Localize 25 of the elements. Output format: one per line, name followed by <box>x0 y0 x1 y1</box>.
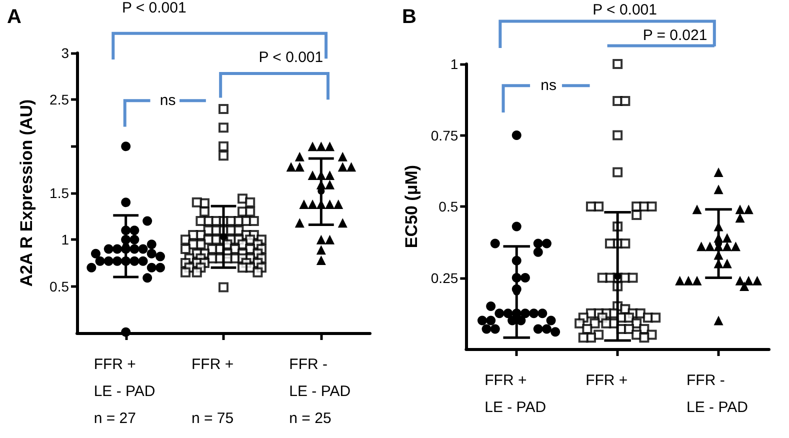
category-label: FFR + n = 75 <box>192 356 234 427</box>
x-tick-label: FFR + LE - PAD n = 27 <box>94 356 156 427</box>
y-tick-label: 1 <box>61 232 70 248</box>
y-tick-label: 0.5 <box>438 198 458 214</box>
text: P < 0.001 <box>122 0 186 17</box>
x-tick-label: FFR + LE - PAD <box>484 372 546 416</box>
text: P < 0.001 <box>592 1 657 18</box>
x-tick-label: FFR - LE - PAD <box>686 372 748 416</box>
y-tick-label: 0.75 <box>430 127 458 144</box>
text: P = 0.021 <box>642 27 708 44</box>
y-tick-label: 1 <box>450 56 458 72</box>
annotation: P < 0.001 <box>258 49 324 66</box>
y-tick-label: 1.5 <box>50 185 70 201</box>
chart-title: B <box>402 6 416 28</box>
y-tick-label: 2.5 <box>50 92 70 108</box>
annotation: ns <box>540 77 556 94</box>
y-tick-label: 3 <box>61 45 70 61</box>
x-tick-label: FFR - LE - PAD n = 25 <box>289 356 351 427</box>
y-axis-title: A2A R Expression (AU) <box>17 99 36 287</box>
chart-title: A <box>7 6 22 28</box>
y-tick-label: 0.25 <box>430 270 458 286</box>
y-tick-label: 0.5 <box>50 278 70 294</box>
x-tick-label: FFR + <box>586 372 628 389</box>
annotation: ns <box>160 92 176 110</box>
y-axis-title: EC50 (μM) <box>402 164 421 248</box>
